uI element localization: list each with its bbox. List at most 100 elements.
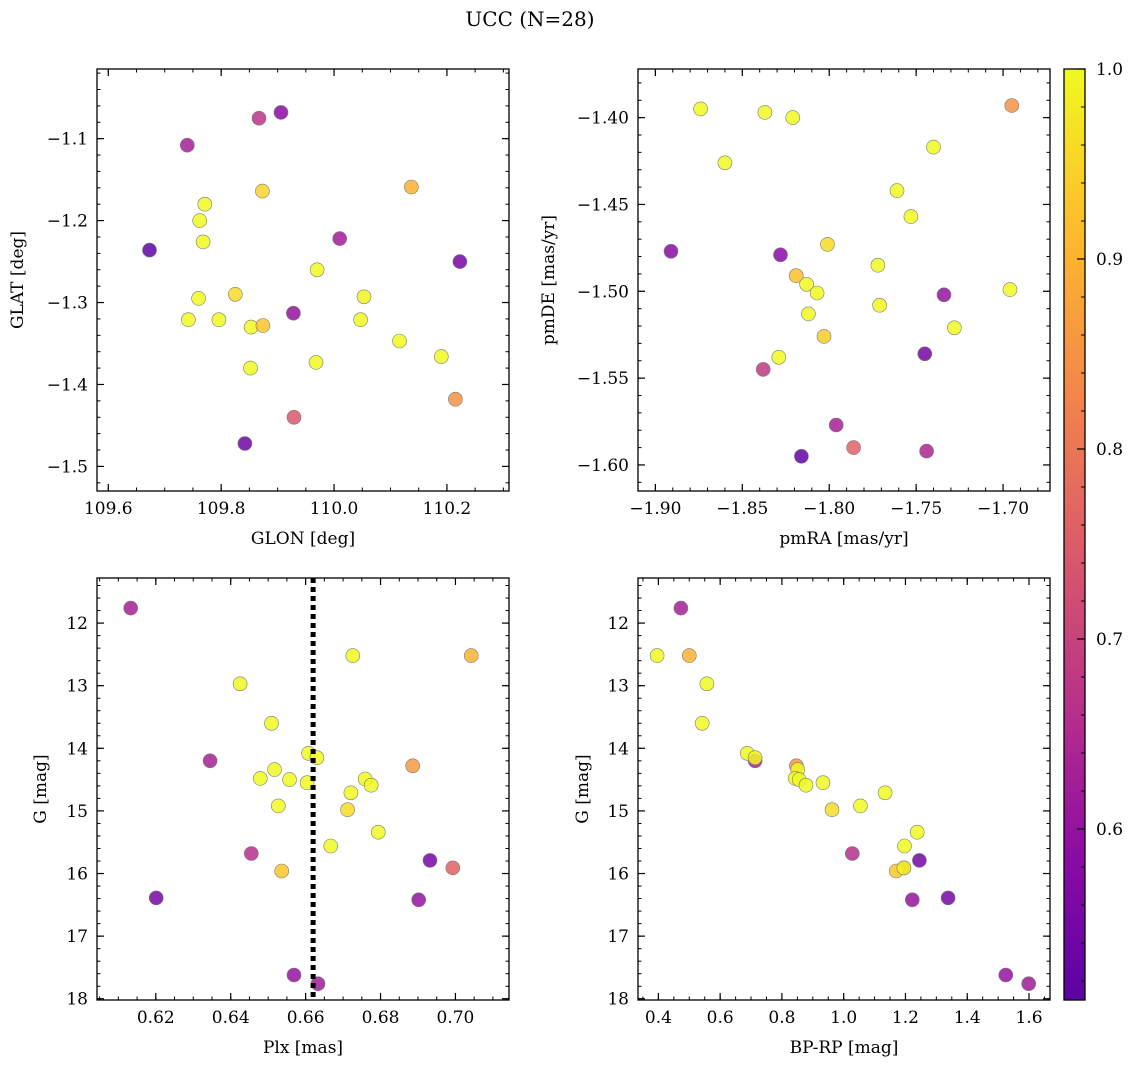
- glat-vs-glon-point: [273, 105, 289, 120]
- pmde-vs-pmra-point: [1002, 282, 1018, 297]
- y-tick-label: −1.45: [577, 195, 629, 215]
- g-vs-plx-point: [411, 892, 427, 908]
- g-vs-plx-point: [282, 772, 297, 787]
- y-tick-label: 16: [607, 865, 629, 885]
- g-vs-bp-rp-frame: [637, 577, 1051, 1001]
- x-tick-label: 110.2: [423, 499, 472, 519]
- g-vs-plx-point: [370, 824, 386, 840]
- glat-vs-glon-point: [309, 262, 325, 278]
- y-tick-label: −1.5: [47, 457, 88, 477]
- g-vs-bp-rp-y-axis-label: G [mag]: [573, 754, 593, 823]
- y-tick-label: 12: [66, 614, 88, 634]
- pmde-vs-pmra-x-axis-label: pmRA [mas/yr]: [779, 529, 908, 549]
- glat-vs-glon-point: [286, 305, 301, 321]
- pmde-vs-pmra-ticks: −1.90 −1.85 −1.80 −1.75 −1.70 −1.40 −1.45 −1.50…: [577, 69, 1050, 519]
- x-tick-label: 109.8: [197, 499, 246, 519]
- y-tick-label: −1.2: [47, 212, 88, 232]
- g-vs-plx-y-axis-label: G [mag]: [31, 754, 51, 823]
- g-vs-plx-point: [345, 648, 361, 663]
- g-vs-bp-rp-point: [699, 676, 715, 692]
- y-tick-label: 16: [66, 865, 88, 885]
- g-vs-plx-point: [286, 967, 302, 983]
- g-vs-plx-point: [445, 860, 461, 876]
- x-tick-label: 0.6: [707, 1008, 734, 1028]
- y-tick-label: 14: [607, 739, 629, 759]
- colorbar-gradient: [1064, 69, 1085, 1000]
- glat-vs-glon-point: [211, 312, 227, 328]
- g-vs-bp-rp-x-axis-label: BP-RP [mag]: [790, 1038, 899, 1058]
- x-tick-label: 109.6: [84, 499, 133, 519]
- x-tick-label: 0.4: [645, 1008, 672, 1028]
- g-vs-plx-point: [422, 853, 438, 868]
- g-vs-plx-point: [252, 771, 268, 786]
- g-vs-plx-point: [340, 802, 355, 818]
- glat-vs-glon-frame: [96, 68, 510, 492]
- g-vs-plx-point: [267, 762, 282, 777]
- glat-vs-glon-point: [192, 213, 207, 228]
- glat-vs-glon-point: [191, 291, 206, 306]
- x-tick-label: 1.4: [954, 1008, 981, 1028]
- pmde-vs-pmra-point: [771, 349, 787, 365]
- glat-vs-glon-point: [181, 312, 196, 328]
- pmde-vs-pmra-panel: −1.90 −1.85 −1.80 −1.75 −1.70 −1.40 −1.45 −1.50…: [539, 68, 1051, 549]
- glat-vs-glon-point: [180, 137, 195, 153]
- pmde-vs-pmra-point: [801, 306, 816, 322]
- glat-vs-glon-point: [404, 179, 419, 195]
- x-tick-label: −1.90: [629, 499, 681, 519]
- glat-vs-glon-x-axis-label: GLON [deg]: [251, 529, 355, 549]
- g-vs-plx-x-axis-label: Plx [mas]: [263, 1038, 343, 1058]
- g-vs-bp-rp-point: [896, 860, 912, 876]
- glat-vs-glon-point: [228, 286, 243, 302]
- pmde-vs-pmra-point: [936, 287, 952, 303]
- colorbar-tick-label: 0.6: [1096, 820, 1123, 840]
- x-tick-label: 1.0: [830, 1008, 857, 1028]
- g-vs-bp-rp-point: [909, 824, 925, 840]
- colorbar-tick-label: 0.7: [1096, 630, 1123, 650]
- pmde-vs-pmra-point: [870, 257, 886, 273]
- g-vs-bp-rp-point: [912, 853, 927, 868]
- glat-vs-glon-point: [448, 391, 463, 407]
- pmde-vs-pmra-point: [755, 362, 771, 377]
- pmde-vs-pmra-point: [663, 244, 679, 259]
- g-vs-plx-point: [363, 777, 379, 793]
- glat-vs-glon-point: [195, 234, 211, 250]
- g-vs-plx-panel: 0.62 0.64 0.66 0.68 0.70 12 13 14 15 16 17 18 Plx […: [31, 577, 510, 1058]
- pmde-vs-pmra-point: [889, 183, 905, 198]
- glat-vs-glon-point: [353, 312, 368, 328]
- g-vs-plx-point: [123, 600, 138, 616]
- x-tick-label: 0.70: [437, 1008, 475, 1028]
- x-tick-label: −1.70: [977, 499, 1029, 519]
- g-vs-plx-point: [202, 753, 218, 769]
- g-vs-plx-frame: [96, 577, 510, 1001]
- y-tick-label: 15: [66, 802, 88, 822]
- y-tick-label: −1.3: [47, 294, 88, 314]
- x-tick-label: 0.8: [768, 1008, 795, 1028]
- y-tick-label: 18: [607, 990, 629, 1010]
- glat-vs-glon-point: [255, 318, 271, 333]
- y-tick-label: 17: [607, 927, 629, 947]
- glat-vs-glon-ticks: 109.6 109.8 110.0 110.2 −1.1 −1.2 −1.3 −1.4 −1.5: [47, 69, 509, 519]
- g-vs-bp-rp-point: [1021, 976, 1036, 992]
- pmde-vs-pmra-frame: [637, 68, 1051, 492]
- pmde-vs-pmra-point: [794, 448, 809, 464]
- figure-title: UCC (N=28): [465, 7, 594, 31]
- pmde-vs-pmra-point: [820, 237, 835, 252]
- glat-vs-glon-point: [197, 196, 213, 212]
- colorbar-ticks: 0.6 0.7 0.8 0.9 1.0: [1077, 60, 1123, 982]
- pmde-vs-pmra-point: [799, 276, 814, 292]
- colorbar-frame: [1063, 68, 1086, 1001]
- g-vs-bp-rp-point: [877, 785, 893, 801]
- y-tick-label: −1.60: [577, 456, 629, 476]
- pmde-vs-pmra-point: [917, 346, 933, 362]
- x-tick-label: −1.75: [890, 499, 942, 519]
- g-vs-bp-rp-ticks: 0.4 0.6 0.8 1.0 1.2 1.4 1.6 12 13 14 15 16 17 18: [607, 578, 1050, 1028]
- g-vs-plx-point: [270, 798, 286, 814]
- y-tick-label: 13: [66, 677, 88, 697]
- x-tick-label: 0.66: [287, 1008, 325, 1028]
- glat-vs-glon-points: [142, 105, 468, 451]
- glat-vs-glon-point: [308, 355, 324, 370]
- y-tick-label: 12: [607, 614, 629, 634]
- g-vs-plx-point: [148, 890, 164, 906]
